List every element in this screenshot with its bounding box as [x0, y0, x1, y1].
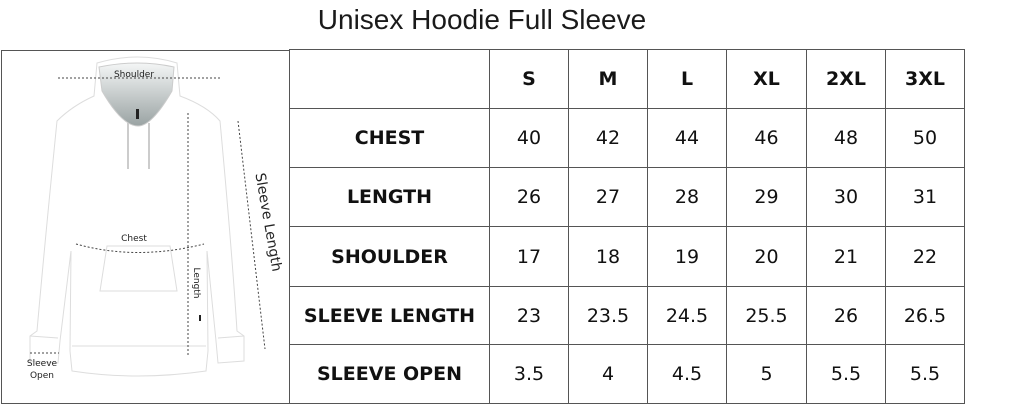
table-row: SLEEVE LENGTH 23 23.5 24.5 25.5 26 26.5	[289, 286, 965, 345]
row-label: LENGTH	[289, 167, 490, 227]
measurement-cell: 21	[806, 226, 886, 287]
hoodie-diagram-panel: Shoulder Chest Length Sleeve Length Slee…	[1, 50, 290, 404]
page-title: Unisex Hoodie Full Sleeve	[317, 4, 647, 35]
measurement-cell: 26.5	[885, 286, 965, 345]
measurement-cell: 18	[568, 226, 648, 287]
size-header: 3XL	[885, 49, 965, 109]
table-row: SLEEVE OPEN 3.5 4 4.5 5 5.5 5.5	[289, 344, 965, 404]
measurement-cell: 30	[806, 167, 886, 227]
length-label: Length	[191, 267, 201, 298]
size-chart-table: S M L XL 2XL 3XL CHEST 40 42 44 46 48 50 LENGTH…	[289, 49, 965, 404]
size-header: 2XL	[806, 49, 886, 109]
sleeve-open-label-1: Sleeve	[27, 359, 58, 369]
measurement-cell: 20	[726, 226, 807, 287]
measurement-cell: 29	[726, 167, 807, 227]
measurement-cell: 23	[489, 286, 569, 345]
table-row: SHOULDER 17 18 19 20 21 22	[289, 226, 965, 287]
size-header: L	[647, 49, 727, 109]
measurement-cell: 42	[568, 108, 648, 168]
row-label: SLEEVE OPEN	[289, 344, 490, 404]
sleeve-length-measure-line	[237, 120, 266, 350]
measurement-cell: 17	[489, 226, 569, 287]
measurement-cell: 4	[568, 344, 648, 404]
row-label: CHEST	[289, 108, 490, 168]
table-header-row: S M L XL 2XL 3XL	[289, 49, 965, 109]
size-header: S	[489, 49, 569, 109]
measurement-cell: 19	[647, 226, 727, 287]
measurement-cell: 24.5	[647, 286, 727, 345]
measurement-cell: 40	[489, 108, 569, 168]
shoulder-label: Shoulder	[114, 70, 154, 80]
measurement-cell: 5.5	[885, 344, 965, 404]
measurement-cell: 5.5	[806, 344, 886, 404]
table-row: LENGTH 26 27 28 29 30 31	[289, 167, 965, 227]
hoodie-illustration: Shoulder Chest Length Sleeve Length Slee…	[27, 56, 284, 381]
size-header: XL	[726, 49, 807, 109]
sleeve-open-label-2: Open	[30, 371, 54, 381]
corner-cell	[289, 49, 490, 109]
measurement-cell: 44	[647, 108, 727, 168]
table-row: CHEST 40 42 44 46 48 50	[289, 108, 965, 168]
measurement-cell: 31	[885, 167, 965, 227]
size-header: M	[568, 49, 648, 109]
row-label: SHOULDER	[289, 226, 490, 287]
measurement-cell: 46	[726, 108, 807, 168]
sleeve-length-label: Sleeve Length	[251, 172, 284, 273]
row-label: SLEEVE LENGTH	[289, 286, 490, 345]
measurement-cell: 28	[647, 167, 727, 227]
measurement-cell: 4.5	[647, 344, 727, 404]
measurement-cell: 3.5	[489, 344, 569, 404]
measurement-cell: 26	[489, 167, 569, 227]
measurement-cell: 26	[806, 286, 886, 345]
measurement-cell: 27	[568, 167, 648, 227]
measurement-cell: 23.5	[568, 286, 648, 345]
measurement-cell: 5	[726, 344, 807, 404]
measurement-cell: 50	[885, 108, 965, 168]
measurement-cell: 48	[806, 108, 886, 168]
chest-measure-line	[75, 243, 205, 253]
chest-label: Chest	[121, 234, 147, 244]
measurement-cell: 25.5	[726, 286, 807, 345]
measurement-cell: 22	[885, 226, 965, 287]
